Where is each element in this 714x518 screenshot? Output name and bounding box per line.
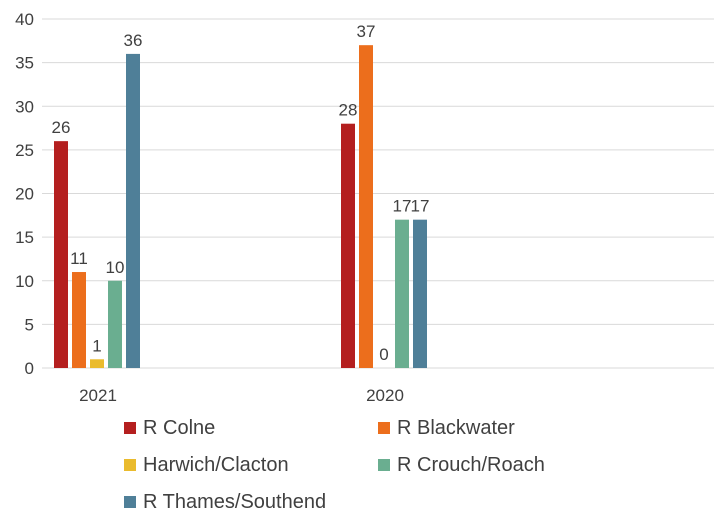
- legend-item: R Crouch/Roach: [378, 454, 545, 476]
- legend-swatch: [124, 459, 136, 471]
- bar-2021-r-colne: [54, 141, 68, 368]
- bar-2020-r-thames-southend: [413, 219, 427, 368]
- legend-swatch: [124, 496, 136, 508]
- data-label: 10: [106, 258, 125, 277]
- x-tick-label: 2020: [366, 386, 404, 405]
- data-label: 0: [379, 345, 388, 364]
- legend-item: Harwich/Clacton: [124, 454, 289, 476]
- data-label: 37: [357, 22, 376, 41]
- legend: R Colne R Blackwater Harwich/Clacton R Crou…: [124, 417, 545, 513]
- bars: [54, 45, 427, 369]
- legend-label: R Thames/Southend: [143, 491, 326, 513]
- data-label: 17: [411, 197, 430, 216]
- data-label: 1: [92, 336, 101, 355]
- bar-2021-r-thames-southend: [126, 53, 140, 369]
- data-label: 11: [70, 249, 88, 268]
- y-tick-label: 30: [15, 97, 34, 116]
- data-label: 36: [124, 31, 143, 50]
- legend-swatch: [378, 422, 390, 434]
- legend-swatch: [124, 422, 136, 434]
- y-tick-label: 10: [15, 272, 34, 291]
- data-label: 28: [339, 101, 358, 120]
- legend-item: R Thames/Southend: [124, 491, 326, 513]
- legend-item: R Blackwater: [378, 417, 515, 439]
- legend-label: R Crouch/Roach: [397, 454, 545, 476]
- bar-2021-harwich-clacton: [90, 359, 104, 368]
- y-tick-label: 25: [15, 141, 34, 160]
- legend-label: Harwich/Clacton: [143, 454, 289, 476]
- y-tick-label: 15: [15, 228, 34, 247]
- gridlines: [42, 18, 714, 369]
- legend-item: R Colne: [124, 417, 215, 439]
- bar-2021-r-blackwater: [72, 272, 86, 368]
- bar-2020-r-crouch-roach: [395, 219, 409, 368]
- data-label: 17: [393, 197, 412, 216]
- x-tick-label: 2021: [79, 386, 117, 405]
- y-tick-label: 40: [15, 10, 34, 29]
- x-axis-ticks: 2021 2020: [79, 386, 404, 405]
- legend-swatch: [378, 459, 390, 471]
- bar-2020-r-blackwater: [359, 45, 373, 369]
- y-tick-label: 35: [15, 54, 34, 73]
- y-tick-label: 5: [25, 315, 34, 334]
- legend-label: R Colne: [143, 417, 215, 439]
- y-tick-label: 20: [15, 185, 34, 204]
- legend-label: R Blackwater: [397, 417, 515, 439]
- y-tick-label: 0: [25, 359, 34, 378]
- y-axis-ticks: 0 5 10 15 20 25 30 35 40: [15, 10, 34, 378]
- bar-2020-r-colne: [341, 123, 355, 368]
- bar-2021-r-crouch-roach: [108, 280, 122, 368]
- data-label: 26: [52, 118, 71, 137]
